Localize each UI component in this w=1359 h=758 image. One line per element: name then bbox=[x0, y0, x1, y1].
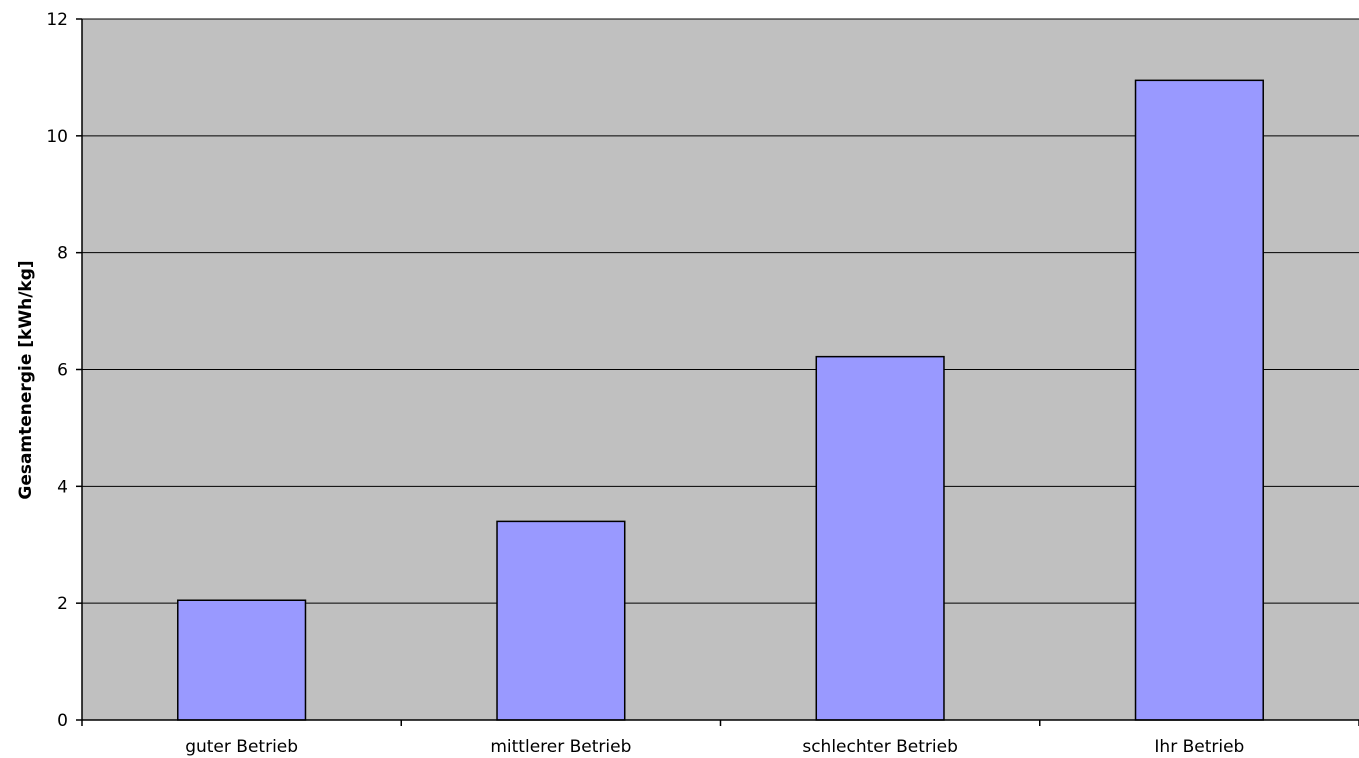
y-tick-label: 4 bbox=[57, 477, 68, 497]
x-tick-label: mittlerer Betrieb bbox=[490, 737, 631, 757]
x-axis-ticks: guter Betrieb mittlerer Betrieb schlechter… bbox=[81, 720, 1359, 757]
x-tick-label: Ihr Betrieb bbox=[1154, 737, 1244, 757]
bar bbox=[1134, 79, 1264, 721]
y-tick-label: 2 bbox=[57, 594, 68, 614]
bar bbox=[177, 599, 307, 721]
bar bbox=[815, 355, 945, 721]
y-tick-label: 6 bbox=[57, 361, 68, 381]
y-axis-ticks: 0 2 4 6 8 10 12 bbox=[46, 10, 82, 731]
bar bbox=[496, 520, 626, 721]
x-tick-label: schlechter Betrieb bbox=[802, 737, 958, 757]
y-tick-label: 10 bbox=[46, 127, 68, 147]
y-tick-label: 12 bbox=[46, 10, 68, 30]
y-tick-label: 8 bbox=[57, 244, 68, 264]
y-tick-label: 0 bbox=[57, 711, 68, 731]
y-axis-title: Gesamtenergie [kWh/kg] bbox=[16, 260, 36, 499]
x-tick-label: guter Betrieb bbox=[185, 737, 298, 757]
bars bbox=[177, 79, 1264, 721]
